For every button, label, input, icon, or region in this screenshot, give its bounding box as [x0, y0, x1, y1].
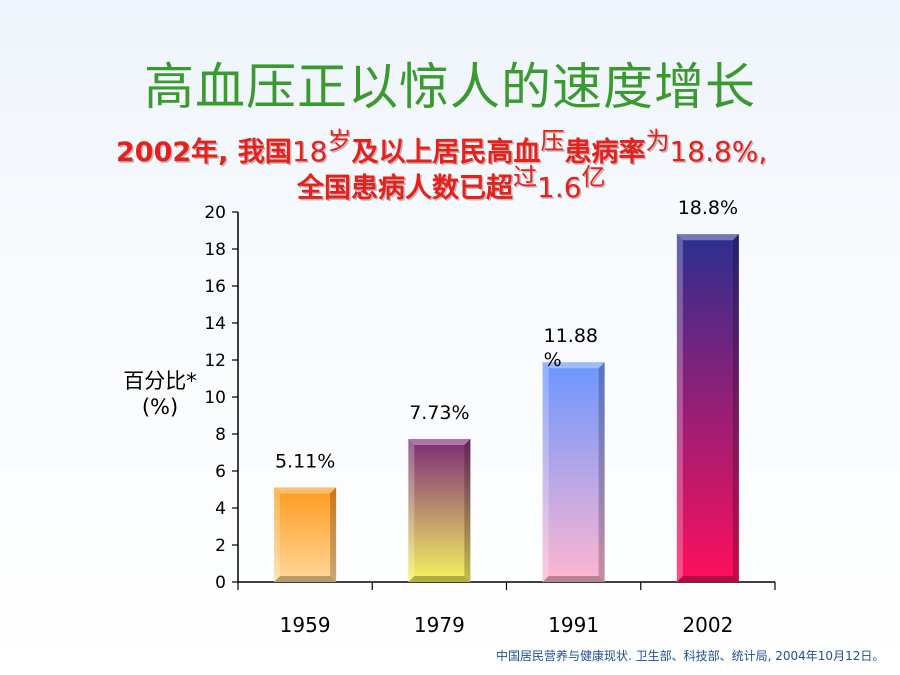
data-label-1991: 11.88%	[544, 325, 598, 371]
bar-bevel-top	[274, 487, 337, 494]
subtitle-line-2-part-b: 过	[513, 163, 537, 191]
x-category-label-1979: 1979	[414, 613, 465, 637]
data-label-1959: 5.11%	[275, 450, 335, 472]
bar-bevel-right	[598, 362, 605, 582]
y-tick-label: 18	[204, 240, 226, 260]
bar-bevel-left	[274, 487, 281, 582]
bar-bevel-top	[542, 362, 605, 369]
y-tick-label: 20	[204, 203, 226, 223]
subtitle-line-1-part-d: 及以上居民高血	[351, 137, 541, 168]
y-tick-label: 8	[215, 425, 226, 445]
bar-bevel-right	[330, 487, 337, 582]
bar-1991	[542, 362, 605, 582]
subtitle-line-1-part-a: 2002年, 我国	[116, 137, 292, 168]
bar-1979	[408, 438, 471, 582]
bar-bevel-left	[542, 362, 549, 582]
x-category-label-1959: 1959	[280, 613, 331, 637]
bar-bevel-bottom	[676, 576, 739, 582]
subtitle-line-2: 全国患病人数已超过1.6亿	[297, 165, 606, 204]
bar-1959	[274, 487, 337, 582]
subtitle-line-1: 2002年, 我国18岁及以上居民高血压患病率为18.8%,	[116, 129, 768, 168]
bar-bevel-left	[676, 234, 683, 582]
y-tick-label: 10	[204, 388, 226, 408]
bar-body	[676, 234, 739, 582]
bar-body	[408, 438, 471, 582]
subtitle-line-1-part-b: 18	[291, 135, 328, 168]
y-tick-label: 2	[215, 536, 226, 556]
bar-2002	[676, 234, 739, 582]
bar-body	[274, 487, 337, 582]
y-tick-label: 0	[215, 573, 226, 593]
bar-bevel-right	[464, 438, 471, 582]
y-tick-label: 14	[204, 314, 226, 334]
bar-bevel-top	[408, 438, 471, 445]
bar-body	[542, 362, 605, 582]
bar-bevel-right	[732, 234, 739, 582]
x-category-label-1991: 1991	[548, 613, 599, 637]
bar-bevel-bottom	[542, 576, 605, 582]
subtitle-line-2-part-c: 1.6	[537, 171, 582, 204]
subtitle-line-2-part-d: 亿	[581, 163, 606, 191]
subtitle-line-1-part-h: 18.8%,	[669, 135, 768, 168]
y-tick-label: 16	[204, 277, 226, 297]
data-label-1979: 7.73%	[409, 402, 469, 424]
subtitle-line-2-part-a: 全国患病人数已超	[297, 173, 513, 204]
y-tick-label: 4	[215, 499, 226, 519]
y-tick-label: 12	[204, 351, 226, 371]
footnote: 中国居民营养与健康现状. 卫生部、科技部、统计局, 2004年10月12日。	[496, 649, 885, 663]
subtitle-line-1-part-g: 为	[645, 127, 670, 155]
y-axis-label-line-1: 百分比*	[123, 369, 197, 393]
y-axis-label-line-2: (%)	[141, 395, 179, 420]
bar-bevel-bottom	[274, 576, 337, 582]
bar-bevel-top	[676, 234, 739, 241]
bar-bevel-bottom	[408, 576, 471, 582]
bar-bevel-left	[408, 438, 415, 582]
subtitle-line-1-part-c: 岁	[327, 127, 352, 155]
subtitle-line-1-part-f: 患病率	[564, 137, 646, 168]
data-label-2002: 18.8%	[678, 197, 738, 219]
y-axis-label: 百分比* (%)	[112, 368, 208, 421]
x-category-label-2002: 2002	[682, 613, 733, 637]
y-tick-label: 6	[215, 462, 226, 482]
subtitle-line-1-part-e: 压	[540, 127, 565, 155]
slide-title: 高血压正以惊人的速度增长	[144, 58, 756, 116]
